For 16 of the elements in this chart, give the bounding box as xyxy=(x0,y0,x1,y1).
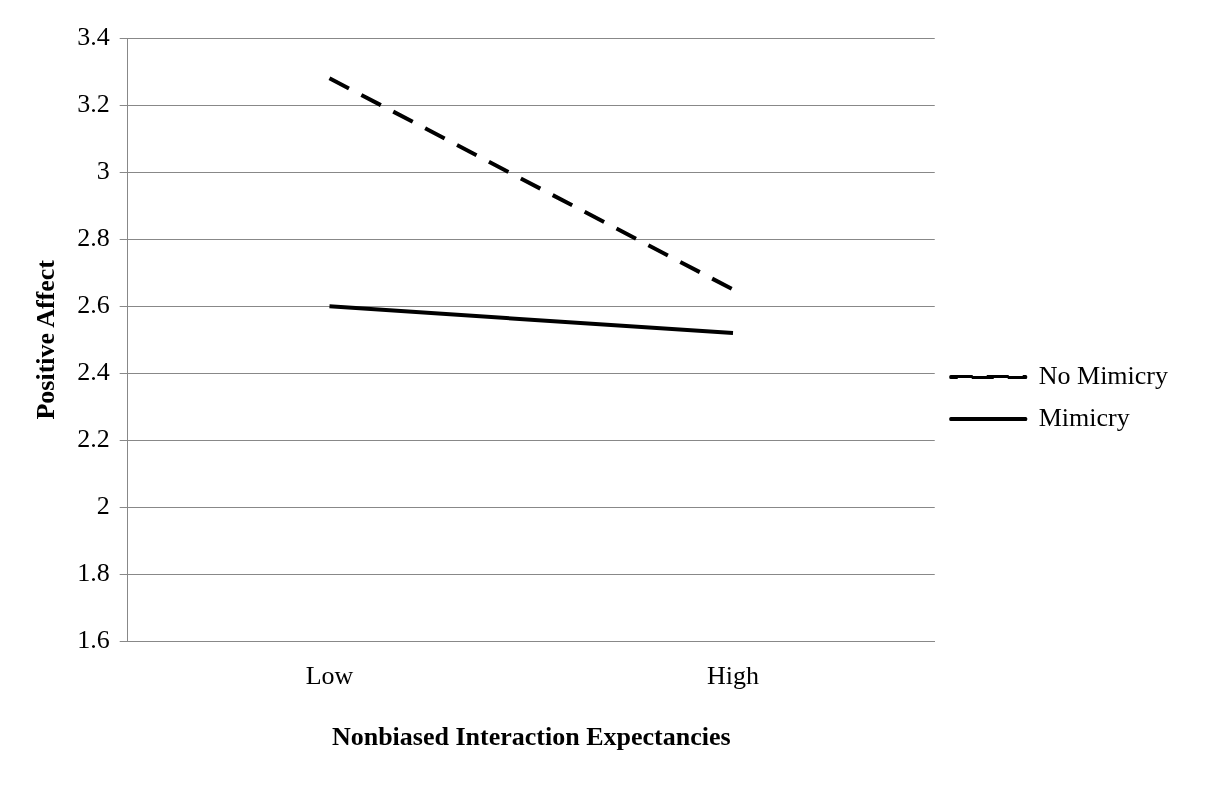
y-tick-label: 2.6 xyxy=(77,290,110,320)
y-tick-label: 1.8 xyxy=(77,558,110,588)
y-tick-label: 3 xyxy=(96,155,110,185)
y-tick-label: 3.4 xyxy=(77,21,110,51)
x-tick-label: Low xyxy=(305,661,354,691)
x-axis-title: Nonbiased Interaction Expectancies xyxy=(331,722,731,752)
y-tick-label: 2.8 xyxy=(77,223,110,253)
y-tick-label: 2.2 xyxy=(77,424,110,454)
y-tick-label: 2.4 xyxy=(77,357,110,387)
y-tick-label: 3.2 xyxy=(77,88,110,118)
legend-label: No Mimicry xyxy=(1038,360,1168,390)
legend-label: Mimicry xyxy=(1038,402,1130,432)
y-tick-label: 2 xyxy=(96,491,110,521)
y-tick-label: 1.6 xyxy=(77,625,110,655)
x-tick-label: High xyxy=(706,661,759,691)
y-axis-title: Positive Affect xyxy=(31,259,61,420)
